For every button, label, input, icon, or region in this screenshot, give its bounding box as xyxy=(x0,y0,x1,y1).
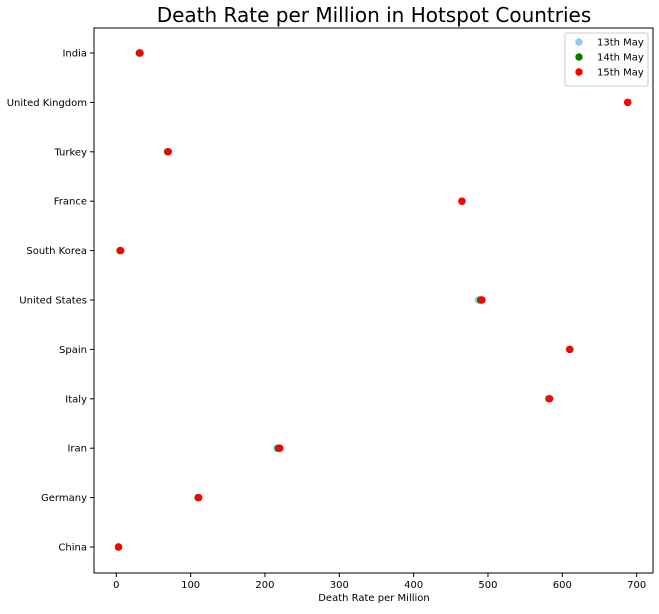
x-tick-label: 700 xyxy=(627,580,646,591)
data-point-india xyxy=(136,49,144,57)
data-point-italy xyxy=(545,395,554,403)
y-tick-label: Iran xyxy=(67,444,87,455)
data-point-united-states xyxy=(478,296,486,304)
y-tick-label: United States xyxy=(19,296,87,307)
x-tick-label: 100 xyxy=(181,580,200,591)
y-tick-label: South Korea xyxy=(26,246,87,257)
data-point-iran xyxy=(276,444,284,452)
data-point-spain xyxy=(566,345,574,354)
data-point-germany xyxy=(195,493,203,502)
x-tick-label: 200 xyxy=(255,580,274,591)
y-tick-label: United Kingdom xyxy=(7,98,87,109)
x-tick-label: 500 xyxy=(478,580,497,591)
y-tick-label: France xyxy=(54,197,87,208)
x-axis-ticks: 0 100 200 300 400 500 600 700 xyxy=(113,573,646,591)
x-axis-label: Death Rate per Million xyxy=(318,593,430,604)
series-15th-may xyxy=(114,49,632,551)
x-tick-label: 600 xyxy=(553,580,572,591)
legend: 13th May 14th May 15th May xyxy=(564,32,649,87)
data-point-china xyxy=(114,543,123,551)
y-tick-label: Spain xyxy=(59,345,87,356)
data-point-turkey xyxy=(164,148,173,156)
data-point-france xyxy=(458,197,466,205)
data-points xyxy=(114,49,632,551)
y-tick-label: Turkey xyxy=(53,147,87,158)
series-13th-may xyxy=(114,49,632,551)
y-tick-label: China xyxy=(58,543,87,554)
chart-title: Death Rate per Million in Hotspot Countr… xyxy=(157,3,592,27)
plot-area-frame xyxy=(93,27,654,574)
legend-box xyxy=(564,32,649,87)
y-tick-label: Italy xyxy=(65,394,87,405)
y-tick-label: India xyxy=(62,49,87,60)
legend-marker xyxy=(575,38,583,46)
legend-label: 14th May xyxy=(597,53,644,64)
y-axis-ticks: China Germany Iran Italy Spain United States S… xyxy=(7,49,94,554)
x-tick-label: 0 xyxy=(113,580,119,591)
y-tick-label: Germany xyxy=(41,493,87,504)
legend-marker xyxy=(575,68,583,76)
series-14th-may xyxy=(114,49,632,551)
data-point-united-kingdom xyxy=(624,98,632,107)
x-tick-label: 300 xyxy=(330,580,349,591)
data-point-south-korea xyxy=(117,246,125,255)
legend-marker xyxy=(575,53,583,61)
legend-label: 15th May xyxy=(597,68,644,79)
x-tick-label: 400 xyxy=(404,580,423,591)
legend-label: 13th May xyxy=(597,38,644,49)
